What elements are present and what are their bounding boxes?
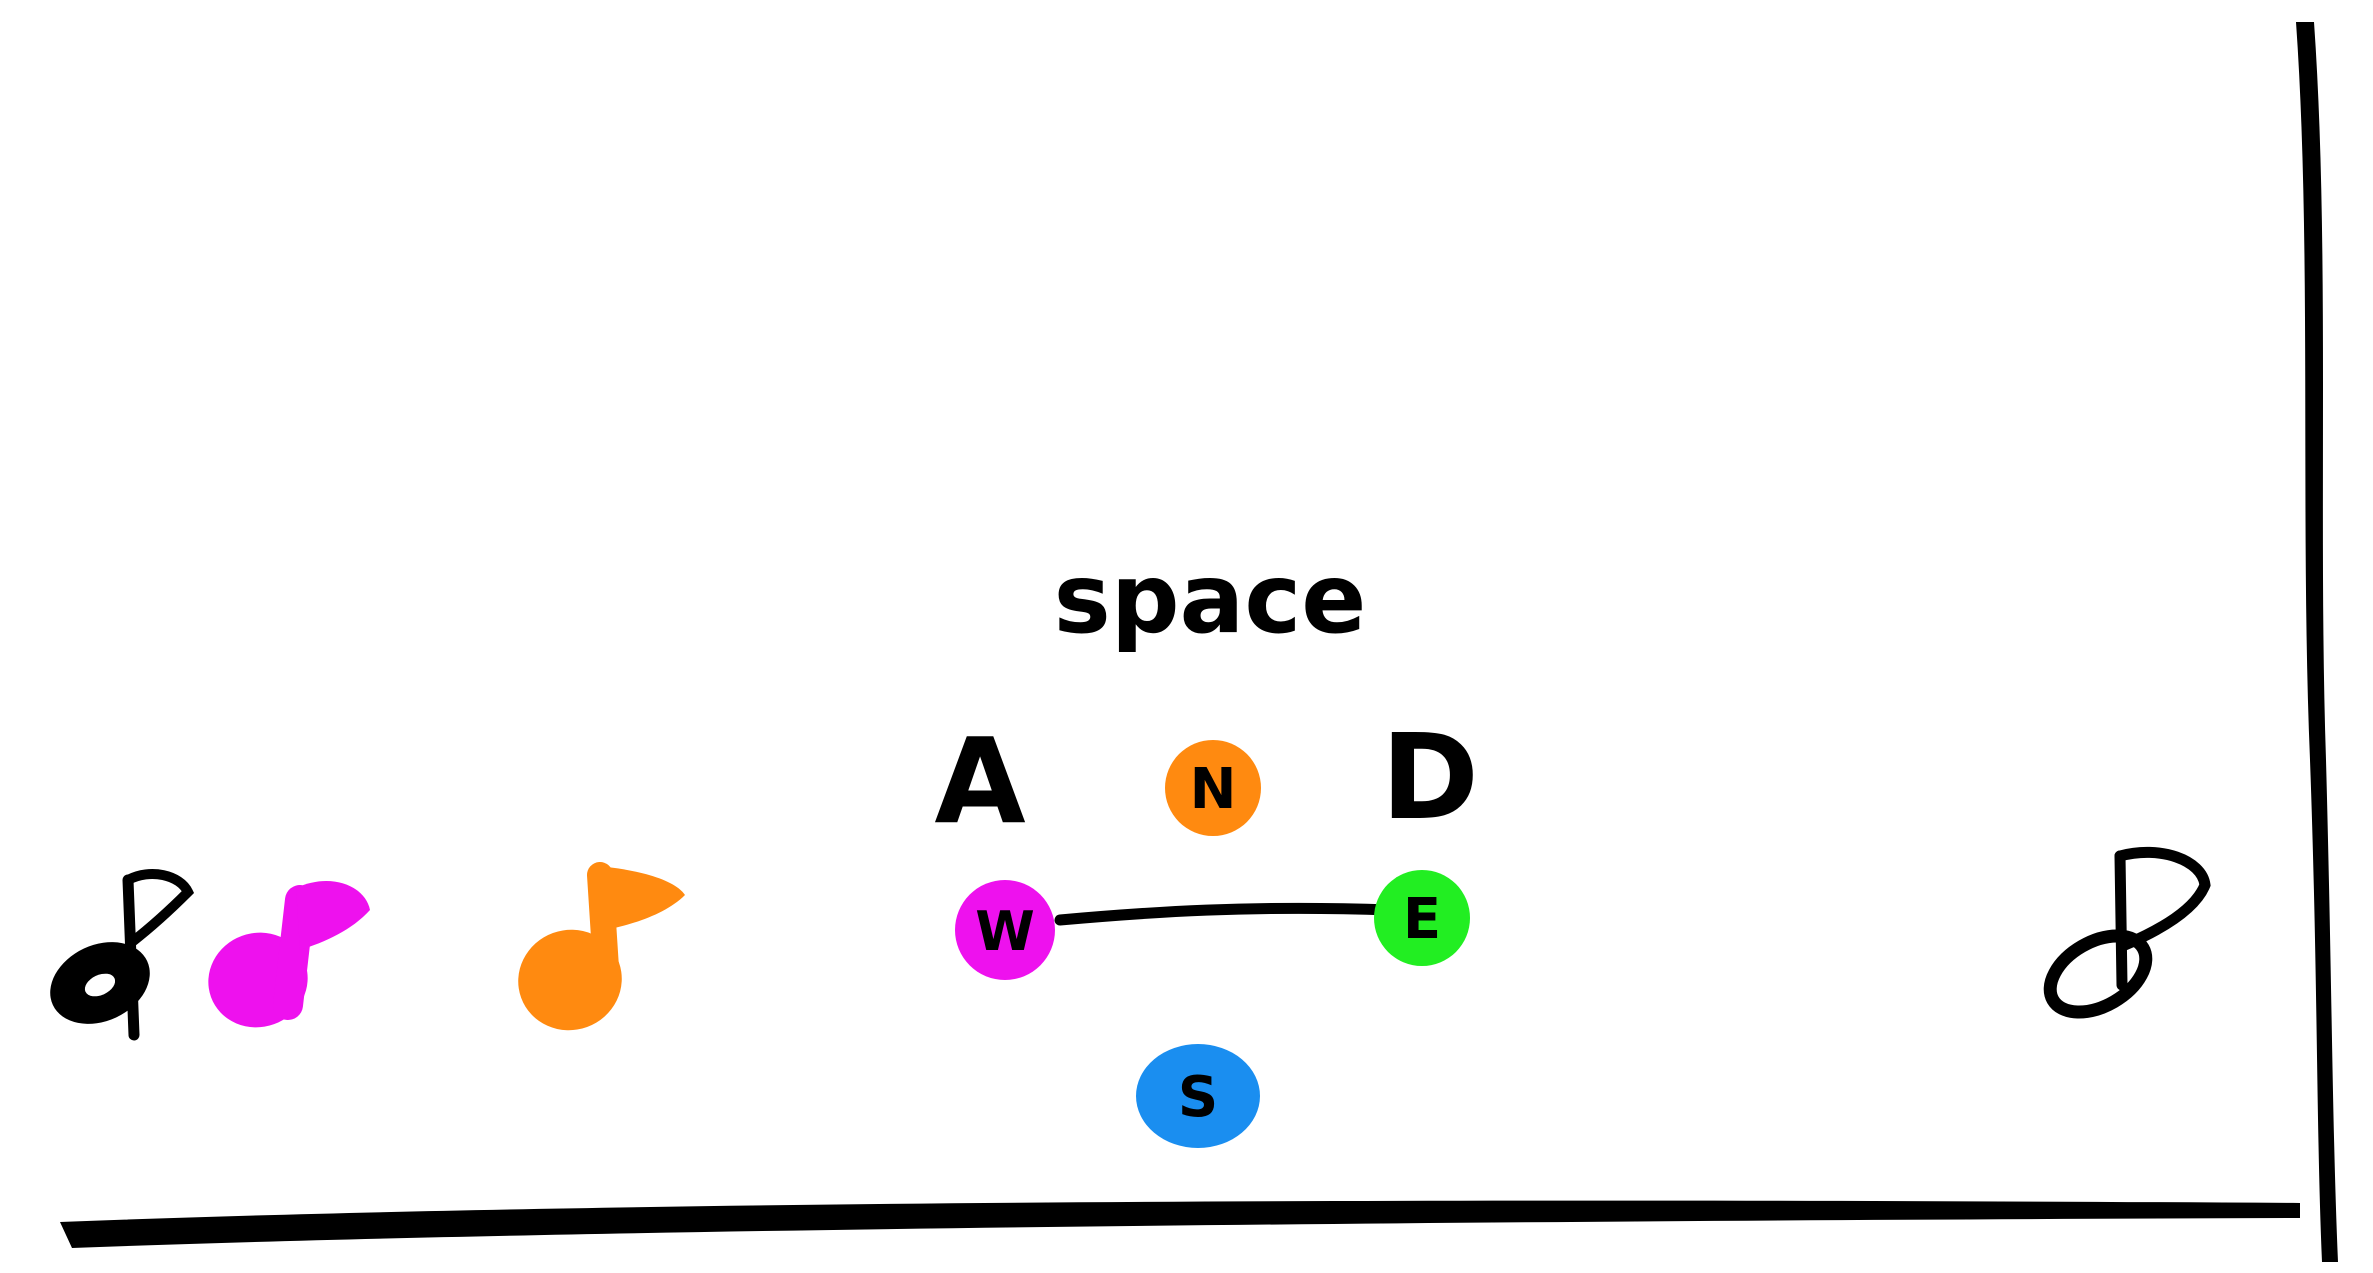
move-left-key-label: A (934, 712, 1025, 850)
east-direction-button[interactable]: E (1374, 870, 1470, 966)
west-east-connector (1054, 902, 1396, 926)
south-label: S (1178, 1065, 1218, 1130)
east-label: E (1403, 887, 1441, 952)
magenta-note-icon (208, 880, 370, 1028)
space-key-label: space (1054, 543, 1367, 655)
north-direction-button[interactable]: N (1165, 740, 1261, 836)
west-direction-button[interactable]: W (955, 880, 1055, 980)
goal-note-icon (2043, 846, 2211, 1019)
black-note-icon (50, 869, 195, 1041)
south-direction-button[interactable]: S (1136, 1044, 1260, 1148)
north-label: N (1190, 757, 1237, 822)
move-right-key-label: D (1381, 708, 1479, 846)
west-label: W (975, 900, 1035, 963)
orange-note-icon (518, 862, 685, 1031)
right-wall (2296, 22, 2338, 1262)
floor-line (60, 1200, 2300, 1248)
